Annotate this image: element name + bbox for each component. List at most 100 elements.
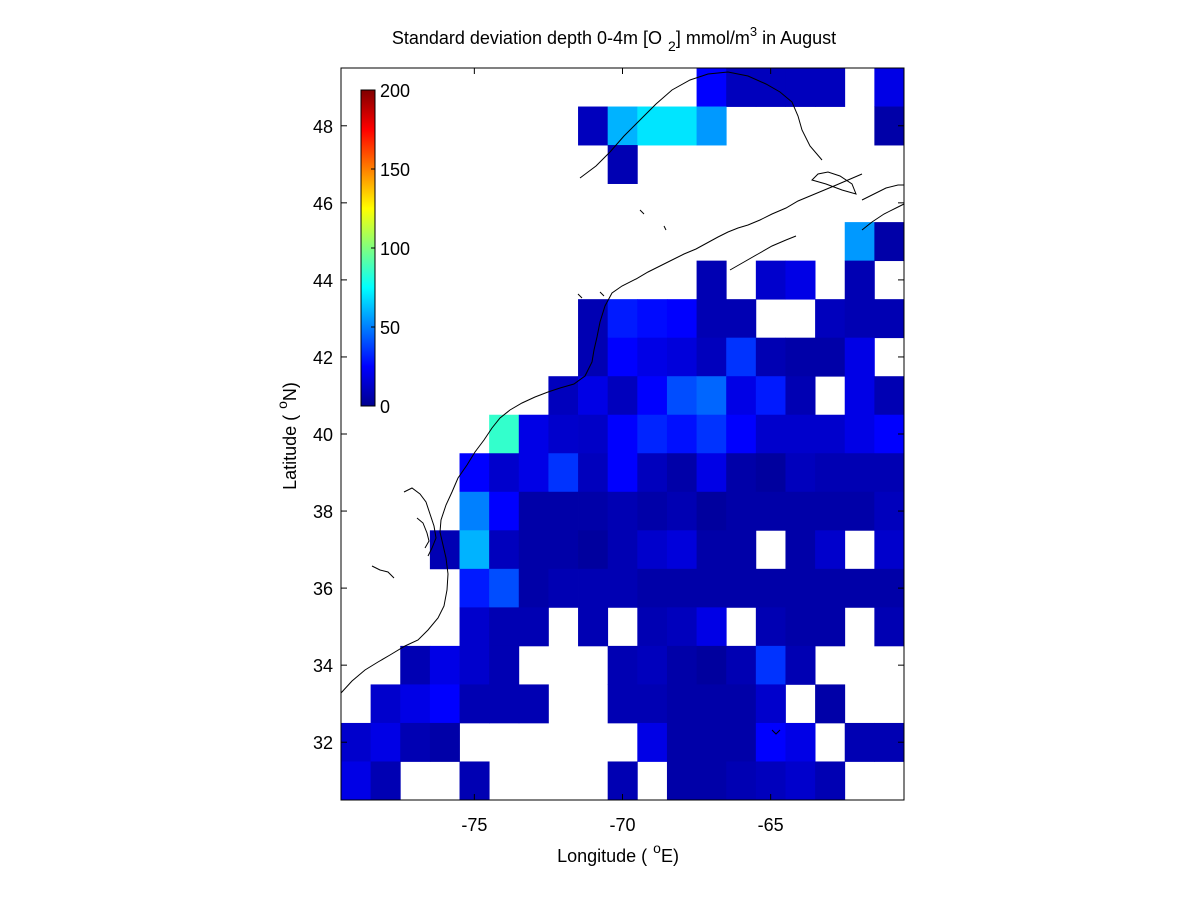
heatmap-cell <box>755 568 786 608</box>
heatmap-cell <box>607 337 638 377</box>
heatmap-cell <box>637 530 668 570</box>
heatmap-cell <box>459 568 490 608</box>
heatmap-cell <box>637 299 668 339</box>
heatmap-cell <box>666 337 697 377</box>
heatmap-cell <box>489 491 520 531</box>
heatmap-cell <box>548 530 579 570</box>
colorbar-tick-label: 200 <box>380 81 410 101</box>
heatmap-cell <box>726 491 757 531</box>
heatmap-cell <box>874 453 905 493</box>
heatmap-cell <box>578 299 609 339</box>
heatmap-cell <box>844 414 875 454</box>
heatmap-cell <box>607 530 638 570</box>
heatmap-cell <box>548 414 579 454</box>
y-tick-label: 36 <box>313 579 333 599</box>
heatmap-cell <box>637 722 668 762</box>
heatmap-cell <box>726 68 757 107</box>
heatmap-cell <box>815 761 846 801</box>
heatmap-cell <box>578 491 609 531</box>
heatmap-cell <box>844 299 875 339</box>
heatmap-cell <box>755 645 786 685</box>
y-tick-label: 32 <box>313 733 333 753</box>
heatmap-cell <box>370 722 401 762</box>
heatmap-cell <box>607 106 638 146</box>
heatmap-cell <box>844 376 875 416</box>
heatmap-cell <box>726 337 757 377</box>
x-tick-label: -70 <box>609 815 635 835</box>
y-tick-label: 40 <box>313 425 333 445</box>
heatmap-cell <box>696 607 727 647</box>
heatmap-cell <box>607 376 638 416</box>
xlabel-tail: E) <box>661 846 679 866</box>
heatmap-cell <box>696 568 727 608</box>
heatmap-cell <box>370 684 401 724</box>
y-tick-label: 48 <box>313 117 333 137</box>
heatmap-cell <box>815 68 846 107</box>
heatmap-cell <box>578 414 609 454</box>
heatmap-cell <box>726 645 757 685</box>
heatmap-cell <box>637 453 668 493</box>
heatmap-cell <box>755 722 786 762</box>
heatmap-cell <box>578 607 609 647</box>
heatmap-cell <box>518 568 549 608</box>
xlabel-main: Longitude ( <box>557 846 647 866</box>
heatmap-cell <box>459 645 490 685</box>
heatmap-cell <box>696 414 727 454</box>
heatmap-cell <box>666 684 697 724</box>
heatmap-cell <box>518 453 549 493</box>
heatmap-cell <box>607 568 638 608</box>
heatmap-cell <box>696 722 727 762</box>
heatmap-cell <box>785 337 816 377</box>
heatmap-cell <box>785 376 816 416</box>
heatmap-cell <box>696 761 727 801</box>
heatmap-cell <box>637 645 668 685</box>
axis-ticks: -75 -70 -65 32 34 36 38 40 42 44 46 48 <box>313 68 904 835</box>
title-superscript: 3 <box>750 24 757 39</box>
heatmap-cell <box>726 414 757 454</box>
heatmap-cell <box>785 722 816 762</box>
heatmap-cell <box>785 607 816 647</box>
colorbar-tick-label: 0 <box>380 397 390 417</box>
heatmap-cell <box>666 414 697 454</box>
heatmap-cell <box>844 568 875 608</box>
heatmap-cell <box>637 684 668 724</box>
heatmap-cell <box>637 337 668 377</box>
heatmap-cell <box>607 684 638 724</box>
y-tick-label: 46 <box>313 194 333 214</box>
heatmap-cell <box>815 453 846 493</box>
heatmap-cell <box>815 684 846 724</box>
heatmap-cell <box>696 106 727 146</box>
heatmap-cell <box>666 722 697 762</box>
heatmap-cell <box>785 260 816 300</box>
y-tick-label: 42 <box>313 348 333 368</box>
heatmap-cell <box>400 684 431 724</box>
heatmap-cell <box>578 530 609 570</box>
colorbar-tick-label: 100 <box>380 239 410 259</box>
coastline <box>340 71 905 735</box>
heatmap-cell <box>578 376 609 416</box>
heatmap-cell <box>785 414 816 454</box>
heatmap-cell <box>844 337 875 377</box>
heatmap-cell <box>874 299 905 339</box>
heatmap-cell <box>666 299 697 339</box>
heatmap-cell <box>637 106 668 146</box>
heatmap-cell <box>666 530 697 570</box>
heatmap-cell <box>696 376 727 416</box>
heatmap-cell <box>637 491 668 531</box>
heatmap-cell <box>785 453 816 493</box>
heatmap-cell <box>696 68 727 107</box>
chart-title: Standard deviation depth 0-4m [O 2] mmol/… <box>392 24 836 54</box>
heatmap-cell <box>874 530 905 570</box>
heatmap-cell <box>666 645 697 685</box>
heatmap-cell <box>815 530 846 570</box>
heatmap-cell <box>548 376 579 416</box>
heatmap-cell <box>548 491 579 531</box>
title-tail: in August <box>757 28 836 48</box>
heatmap-cell <box>459 761 490 801</box>
x-tick-label: -75 <box>461 815 487 835</box>
ylabel-tail: N) <box>280 382 300 401</box>
heatmap-cell <box>370 761 401 801</box>
heatmap-cell <box>785 568 816 608</box>
heatmap-cell <box>874 376 905 416</box>
heatmap-cell <box>578 568 609 608</box>
